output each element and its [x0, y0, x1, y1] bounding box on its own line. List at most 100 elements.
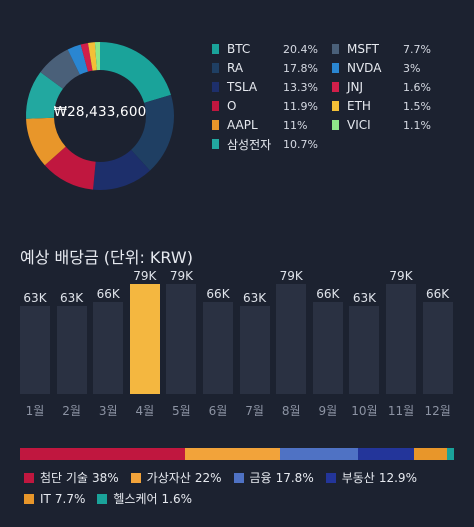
legend-label: 삼성전자 [227, 137, 272, 152]
category-label: 금융 [249, 471, 272, 485]
month-label: 12월 [424, 404, 451, 418]
dividend-bar-2[interactable] [56, 306, 87, 394]
bar-value-label: 79K [133, 269, 157, 283]
legend-swatch [212, 139, 219, 149]
month-label: 9월 [318, 404, 338, 418]
legend-item: NVDA 3% [332, 60, 454, 76]
dividend-bar-12[interactable] [422, 302, 453, 394]
category-legend-item: 첨단 기술 38% [24, 470, 119, 485]
legend-label: NVDA [347, 61, 382, 75]
month-label: 4월 [135, 404, 155, 418]
legend-percent: 1.6% [403, 80, 431, 94]
category-legend-item: 금융 17.8% [233, 470, 314, 485]
category-label: IT [40, 491, 51, 506]
category-segment-1[interactable] [184, 448, 281, 460]
legend-percent: 11.9% [283, 99, 318, 113]
legend-swatch [332, 101, 339, 111]
monthly-dividend-chart: 63K 1월 63K 2월 66K 3월 79K 4월 79K 5월 66K 6월 63K 7월 79K 8월… [14, 268, 460, 420]
donut-slice-7[interactable] [67, 44, 89, 75]
dividend-bar-3[interactable] [93, 302, 124, 394]
legend-label: VICI [347, 118, 371, 132]
month-label: 10월 [351, 404, 378, 418]
dividend-bar-10[interactable] [349, 306, 380, 394]
month-label: 8월 [281, 404, 301, 418]
legend-label: MSFT [347, 42, 379, 56]
category-swatch [130, 472, 141, 483]
holdings-legend: BTC 20.4% MSFT 7.7% RA 17.8% NVDA 3% TSLA 13.3% JN… [212, 41, 454, 152]
category-stacked-bar [20, 448, 454, 460]
legend-swatch [212, 101, 219, 111]
category-legend-item: 헬스케어 1.6% [97, 491, 192, 506]
legend-percent: 11% [283, 118, 308, 132]
dividend-bar-4[interactable] [129, 284, 160, 394]
dividend-section-title: 예상 배당금 (단위: KRW) [20, 248, 193, 267]
bar-value-label: 63K [243, 291, 267, 306]
dividend-bar-7[interactable] [239, 306, 270, 394]
category-swatch [24, 493, 34, 504]
legend-empty [332, 136, 454, 152]
legend-label: JNJ [347, 80, 364, 94]
category-legend: 첨단 기술 38% 가상자산 22% 금융 17.8% 부동산 12.9% IT 7.7% 헬스케어… [24, 470, 454, 506]
month-label: 7월 [245, 404, 264, 418]
donut-slice-8[interactable] [80, 42, 93, 72]
dividend-bar-11[interactable] [386, 284, 416, 394]
bar-value-label: 66K [206, 287, 230, 302]
legend-percent: 1.5% [403, 99, 431, 113]
bar-value-label: 79K [389, 269, 413, 283]
category-swatch [325, 472, 336, 483]
category-swatch [97, 493, 108, 504]
month-label: 11월 [387, 404, 415, 418]
category-percent: 7.7% [54, 491, 86, 506]
legend-label: ETH [347, 99, 371, 113]
category-label: 부동산 [341, 471, 375, 485]
category-percent: 22% [194, 470, 222, 485]
donut-slice-10[interactable] [94, 42, 100, 71]
legend-swatch [212, 82, 219, 92]
legend-swatch [212, 63, 219, 73]
category-swatch [24, 472, 34, 483]
legend-percent: 7.7% [403, 42, 431, 56]
legend-label: RA [227, 61, 244, 75]
category-percent: 17.8% [275, 470, 314, 485]
dividend-bar-1[interactable] [20, 306, 50, 394]
category-legend-item: IT 7.7% [24, 491, 85, 506]
category-percent: 12.9% [378, 470, 417, 485]
donut-slice-1[interactable] [131, 94, 174, 171]
month-label: 2월 [62, 404, 81, 418]
category-segment-3[interactable] [357, 448, 414, 460]
donut-slice-3[interactable] [44, 146, 96, 190]
legend-item: JNJ 1.6% [332, 79, 454, 95]
donut-slice-9[interactable] [87, 42, 97, 71]
legend-label: BTC [227, 42, 251, 56]
legend-item: BTC 20.4% [212, 41, 322, 57]
category-segment-0[interactable] [20, 448, 185, 460]
dividend-bar-8[interactable] [276, 284, 307, 394]
donut-slice-4[interactable] [26, 117, 66, 166]
bar-value-label: 66K [316, 287, 340, 302]
legend-item: 삼성전자 10.7% [212, 136, 322, 152]
month-label: 3월 [98, 404, 118, 418]
category-swatch [233, 472, 244, 483]
dividend-bar-6[interactable] [203, 302, 233, 394]
legend-item: MSFT 7.7% [332, 41, 454, 57]
dividend-bar-5[interactable] [166, 284, 197, 394]
category-legend-item: 가상자산 22% [130, 470, 222, 485]
bar-value-label: 63K [23, 291, 47, 306]
category-segment-5[interactable] [447, 448, 454, 460]
legend-swatch [332, 44, 339, 54]
portfolio-total: ₩28,433,600 [53, 104, 147, 120]
bar-value-label: 79K [169, 269, 193, 283]
legend-item: RA 17.8% [212, 60, 322, 76]
category-segment-4[interactable] [413, 448, 448, 460]
donut-slice-2[interactable] [93, 149, 150, 190]
legend-label: TSLA [227, 80, 258, 94]
donut-slice-5[interactable] [26, 72, 63, 119]
legend-swatch [212, 44, 219, 54]
category-segment-2[interactable] [280, 448, 358, 460]
donut-slice-6[interactable] [40, 49, 80, 89]
dividend-bar-9[interactable] [312, 302, 343, 394]
donut-slice-0[interactable] [100, 42, 171, 103]
legend-swatch [332, 120, 339, 130]
legend-swatch [332, 82, 339, 92]
legend-percent: 20.4% [283, 42, 318, 56]
